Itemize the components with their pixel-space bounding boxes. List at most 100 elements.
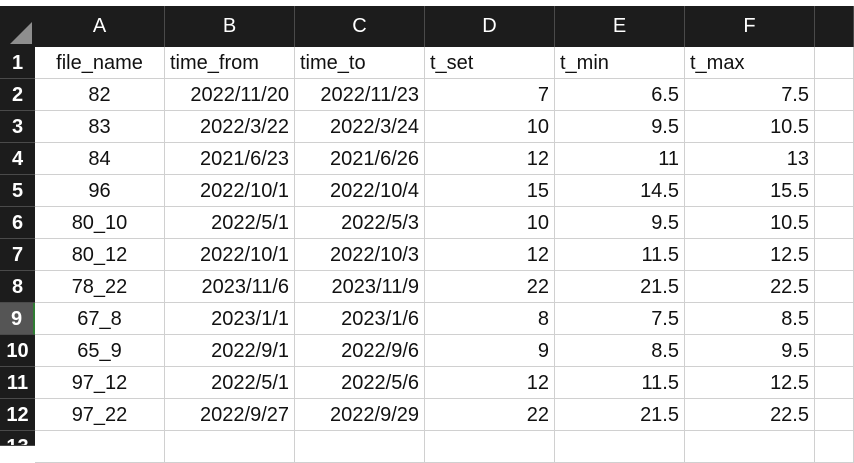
row-header-4[interactable]: 4 <box>0 143 35 175</box>
cell[interactable] <box>815 239 854 271</box>
row-header-12[interactable]: 12 <box>0 399 35 431</box>
cell[interactable]: 2023/1/1 <box>165 303 295 335</box>
cell[interactable]: 21.5 <box>555 399 685 431</box>
select-all-corner[interactable] <box>0 6 35 47</box>
cell[interactable]: 2022/9/6 <box>295 335 425 367</box>
cell[interactable]: 2022/10/1 <box>165 175 295 207</box>
cell[interactable]: 2022/9/1 <box>165 335 295 367</box>
cell[interactable]: 11 <box>555 143 685 175</box>
cell[interactable]: 22 <box>425 271 555 303</box>
cell[interactable]: 2023/1/6 <box>295 303 425 335</box>
column-header-b[interactable]: B <box>165 6 295 47</box>
cell[interactable]: 7.5 <box>685 79 815 111</box>
cell[interactable]: 14.5 <box>555 175 685 207</box>
cell[interactable]: 80_10 <box>35 207 165 239</box>
column-header-empty[interactable] <box>815 6 854 47</box>
cell[interactable] <box>555 431 685 463</box>
cell[interactable] <box>815 367 854 399</box>
column-header-c[interactable]: C <box>295 6 425 47</box>
cell[interactable]: t_set <box>425 47 555 79</box>
cell[interactable]: 2022/11/20 <box>165 79 295 111</box>
cell[interactable]: 2022/3/22 <box>165 111 295 143</box>
cell[interactable] <box>815 335 854 367</box>
cell[interactable]: 2023/11/6 <box>165 271 295 303</box>
cell[interactable]: 12 <box>425 367 555 399</box>
cell[interactable] <box>815 111 854 143</box>
cell[interactable]: 97_22 <box>35 399 165 431</box>
cell[interactable]: 78_22 <box>35 271 165 303</box>
row-header-13[interactable]: 13 <box>0 431 35 446</box>
cell[interactable] <box>815 303 854 335</box>
cell[interactable]: 84 <box>35 143 165 175</box>
cell[interactable]: 22 <box>425 399 555 431</box>
column-header-e[interactable]: E <box>555 6 685 47</box>
cell[interactable]: 2022/10/3 <box>295 239 425 271</box>
cell[interactable]: time_to <box>295 47 425 79</box>
column-header-d[interactable]: D <box>425 6 555 47</box>
row-header-10[interactable]: 10 <box>0 335 35 367</box>
cell[interactable]: 10.5 <box>685 207 815 239</box>
cell[interactable]: 21.5 <box>555 271 685 303</box>
cell[interactable]: 80_12 <box>35 239 165 271</box>
row-header-1[interactable]: 1 <box>0 47 35 79</box>
cell[interactable]: 12.5 <box>685 367 815 399</box>
cell[interactable]: 65_9 <box>35 335 165 367</box>
cell[interactable]: 2021/6/26 <box>295 143 425 175</box>
cell[interactable] <box>815 399 854 431</box>
cell[interactable]: 8 <box>425 303 555 335</box>
cell[interactable]: 2022/5/1 <box>165 367 295 399</box>
cell[interactable]: 9 <box>425 335 555 367</box>
cell[interactable]: t_min <box>555 47 685 79</box>
row-header-9[interactable]: 9 <box>0 303 35 335</box>
cell[interactable] <box>815 47 854 79</box>
cell[interactable]: 2022/5/3 <box>295 207 425 239</box>
cell[interactable]: 97_12 <box>35 367 165 399</box>
cell[interactable]: 83 <box>35 111 165 143</box>
cell[interactable] <box>815 143 854 175</box>
cell[interactable]: 6.5 <box>555 79 685 111</box>
cell[interactable] <box>35 431 165 463</box>
cell[interactable]: 2021/6/23 <box>165 143 295 175</box>
cell[interactable] <box>685 431 815 463</box>
cell[interactable] <box>815 79 854 111</box>
cell[interactable]: 12 <box>425 143 555 175</box>
column-header-f[interactable]: F <box>685 6 815 47</box>
cell[interactable]: 9.5 <box>555 207 685 239</box>
cell[interactable]: 96 <box>35 175 165 207</box>
cell[interactable]: 67_8 <box>35 303 165 335</box>
row-header-2[interactable]: 2 <box>0 79 35 111</box>
cell[interactable] <box>815 207 854 239</box>
cell[interactable]: file_name <box>35 47 165 79</box>
cell[interactable]: 12.5 <box>685 239 815 271</box>
cell[interactable]: 82 <box>35 79 165 111</box>
column-header-a[interactable]: A <box>35 6 165 47</box>
cell[interactable]: 2022/10/4 <box>295 175 425 207</box>
cell[interactable]: 12 <box>425 239 555 271</box>
cell[interactable]: 22.5 <box>685 399 815 431</box>
cell[interactable] <box>295 431 425 463</box>
cell[interactable]: 22.5 <box>685 271 815 303</box>
cell[interactable] <box>165 431 295 463</box>
cell[interactable]: 8.5 <box>685 303 815 335</box>
cell[interactable] <box>815 175 854 207</box>
cell[interactable]: 2023/11/9 <box>295 271 425 303</box>
row-header-5[interactable]: 5 <box>0 175 35 207</box>
cell[interactable]: 10 <box>425 111 555 143</box>
cell[interactable]: 9.5 <box>555 111 685 143</box>
row-header-3[interactable]: 3 <box>0 111 35 143</box>
cell[interactable]: 15 <box>425 175 555 207</box>
cell[interactable]: t_max <box>685 47 815 79</box>
cell[interactable]: 2022/5/1 <box>165 207 295 239</box>
cell[interactable]: 2022/9/29 <box>295 399 425 431</box>
cell[interactable]: 7 <box>425 79 555 111</box>
cell[interactable] <box>425 431 555 463</box>
row-header-6[interactable]: 6 <box>0 207 35 239</box>
cell[interactable]: 9.5 <box>685 335 815 367</box>
cell[interactable]: 8.5 <box>555 335 685 367</box>
cell[interactable] <box>815 431 854 463</box>
cell[interactable]: 2022/3/24 <box>295 111 425 143</box>
cell[interactable]: 11.5 <box>555 367 685 399</box>
cell[interactable]: 7.5 <box>555 303 685 335</box>
cell[interactable]: 13 <box>685 143 815 175</box>
cell[interactable]: 2022/9/27 <box>165 399 295 431</box>
